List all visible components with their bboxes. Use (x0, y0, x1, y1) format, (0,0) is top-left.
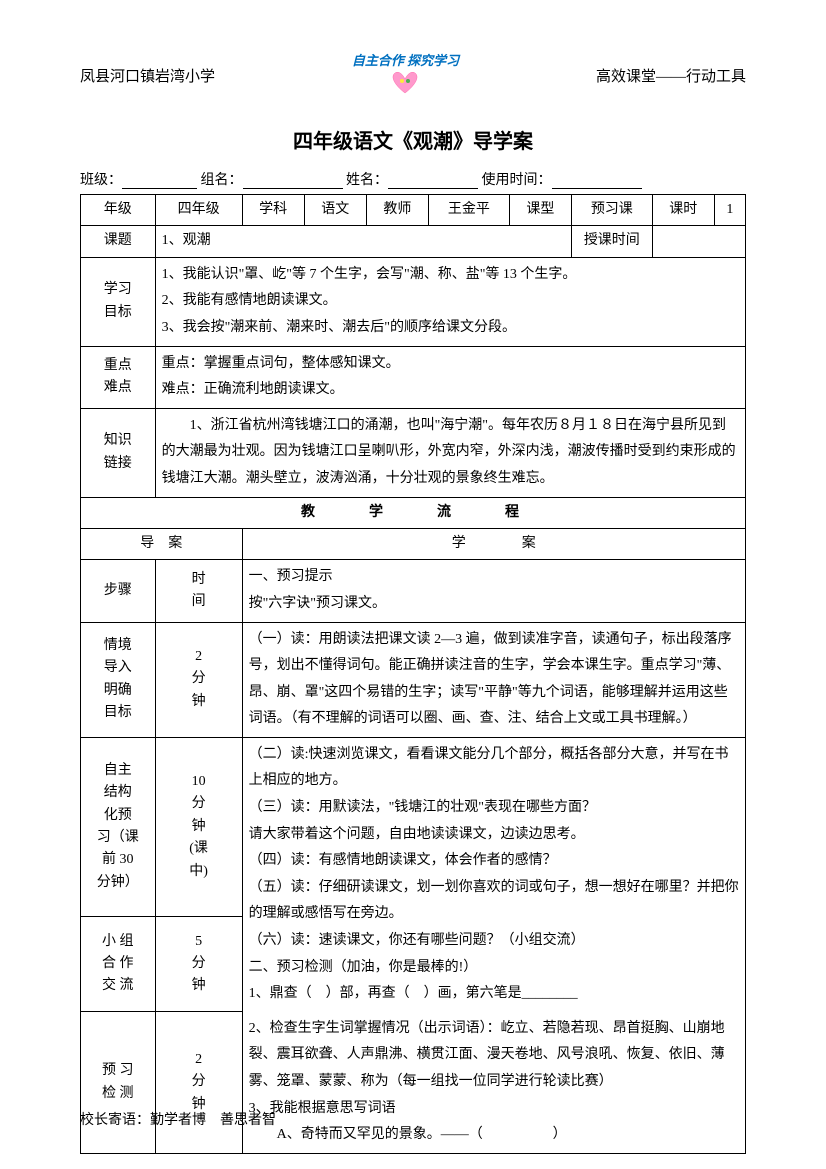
name-blank[interactable] (388, 173, 478, 189)
teacher-value: 王金平 (429, 195, 510, 226)
focus-label: 重点 难点 (81, 346, 156, 408)
knowledge-label: 知识 链接 (81, 408, 156, 497)
group-blank[interactable] (243, 173, 343, 189)
steps-label: 步骤 (81, 560, 156, 622)
study-label: 学 案 (242, 528, 745, 559)
class-blank[interactable] (122, 173, 197, 189)
goal-line-1: 1、我能认识"罩、屹"等 7 个生字，会写"潮、称、盐"等 13 个生字。 (162, 262, 739, 289)
form-fields: 班级： 组名： 姓名： 使用时间： (80, 169, 746, 189)
stage2-line4: （四）读：有感情地朗读课文，体会作者的感情？ (249, 848, 739, 875)
school-name: 凤县河口镇岩湾小学 (80, 65, 215, 86)
stage2-label: 自主 结构 化预 习（课 前 30 分钟） (81, 737, 156, 916)
step1-title: 一、预习提示 (249, 564, 739, 591)
grade-value: 四年级 (155, 195, 242, 226)
time-label: 使用时间： (482, 169, 552, 189)
logo-text: 自主合作 探究学习 (352, 50, 459, 69)
stage2-line1: （二）读:快速浏览课文，看看课文能分几个部分，概括各部分大意，并写在书上相应的地… (249, 742, 739, 795)
step1-content: 一、预习提示 按"六字诀"预习课文。 (242, 560, 745, 622)
type-value: 预习课 (571, 195, 652, 226)
teach-time-label: 授课时间 (571, 226, 652, 257)
stage1-time: 2 分 钟 (155, 622, 242, 737)
stage4-content: 2、检查生字生词掌握情况（出示词语）：屹立、若隐若现、昂首挺胸、山崩地裂、震耳欲… (242, 1012, 745, 1153)
footer-motto: 校长寄语：勤学者博 善思者智 (80, 1109, 276, 1129)
stage2-time: 10 分 钟 (课 中) (155, 737, 242, 916)
stage4-line1: 2、检查生字生词掌握情况（出示词语）：屹立、若隐若现、昂首挺胸、山崩地裂、震耳欲… (249, 1016, 739, 1096)
goals-label: 学习 目标 (81, 257, 156, 346)
stage1-content: （一）读：用朗读法把课文读 2—3 遍，做到读准字音，读通句子，标出段落序号，划… (242, 622, 745, 737)
stage2-line2: （三）读：用默读法，"钱塘江的壮观"表现在哪些方面？ (249, 795, 739, 822)
stage3-line1: （六）读：速读课文，你还有哪些问题？（小组交流） (249, 928, 739, 955)
time-blank[interactable] (552, 173, 642, 189)
lesson-plan-table: 年级 四年级 学科 语文 教师 王金平 课型 预习课 课时 1 课题 1、观潮 … (80, 194, 746, 1154)
stage2-line5: （五）读：仔细研读课文，划一划你喜欢的词或句子，想一想好在哪里？并把你的理解或感… (249, 875, 739, 928)
type-label: 课型 (509, 195, 571, 226)
goal-line-3: 3、我会按"潮来前、潮来时、潮去后"的顺序给课文分段。 (162, 315, 739, 342)
stage4-line2: 3、我能根据意思写词语 (249, 1096, 739, 1123)
stage4-time: 2 分 钟 (155, 1012, 242, 1153)
step1-sub: 按"六字诀"预习课文。 (249, 591, 739, 618)
stage2-content: （二）读:快速浏览课文，看看课文能分几个部分，概括各部分大意，并写在书上相应的地… (242, 737, 745, 1011)
page-title: 四年级语文《观潮》导学案 (80, 125, 746, 154)
grade-label: 年级 (81, 195, 156, 226)
process-title: 教 学 流 程 (81, 497, 746, 528)
knowledge-content: 1、浙江省杭州湾钱塘江口的涌潮，也叫"海宁潮"。每年农历８月１８日在海宁县所见到… (155, 408, 745, 497)
stage4-label: 预 习 检 测 (81, 1012, 156, 1153)
heart-logo-icon (391, 71, 419, 95)
name-label: 姓名： (346, 169, 388, 189)
stage3-time: 5 分 钟 (155, 917, 242, 1012)
stage3-label: 小 组 合 作 交 流 (81, 917, 156, 1012)
teacher-label: 教师 (366, 195, 428, 226)
focus-line-1: 重点：掌握重点词句，整体感知课文。 (162, 351, 739, 378)
group-label: 组名： (201, 169, 243, 189)
focus-content: 重点：掌握重点词句，整体感知课文。 难点：正确流利地朗读课文。 (155, 346, 745, 408)
stage3-line2: 二、预习检测（加油，你是最棒的!） (249, 955, 739, 982)
doc-type: 高效课堂——行动工具 (596, 65, 746, 86)
teach-time-value (652, 226, 745, 257)
period-label: 课时 (652, 195, 714, 226)
class-label: 班级： (80, 169, 122, 189)
stage2-line3: 请大家带着这个问题，自由地读读课文，边读边思考。 (249, 822, 739, 849)
focus-line-2: 难点：正确流利地朗读课文。 (162, 377, 739, 404)
time-col-label: 时 间 (155, 560, 242, 622)
subject-label: 学科 (242, 195, 304, 226)
goal-line-2: 2、我能有感情地朗读课文。 (162, 288, 739, 315)
subject-value: 语文 (304, 195, 366, 226)
stage4-line3: A、奇特而又罕见的景象。——（ ） (249, 1122, 739, 1149)
stage3-line3: 1、鼎查（ ）部，再查（ ）画，第六笔是________ (249, 981, 739, 1008)
header-logo: 自主合作 探究学习 (352, 50, 459, 100)
goals-content: 1、我能认识"罩、屹"等 7 个生字，会写"潮、称、盐"等 13 个生字。 2、… (155, 257, 745, 346)
topic-label: 课题 (81, 226, 156, 257)
stage1-label: 情境 导入 明确 目标 (81, 622, 156, 737)
period-value: 1 (714, 195, 745, 226)
guide-label: 导 案 (81, 528, 243, 559)
topic-value: 1、观潮 (155, 226, 571, 257)
